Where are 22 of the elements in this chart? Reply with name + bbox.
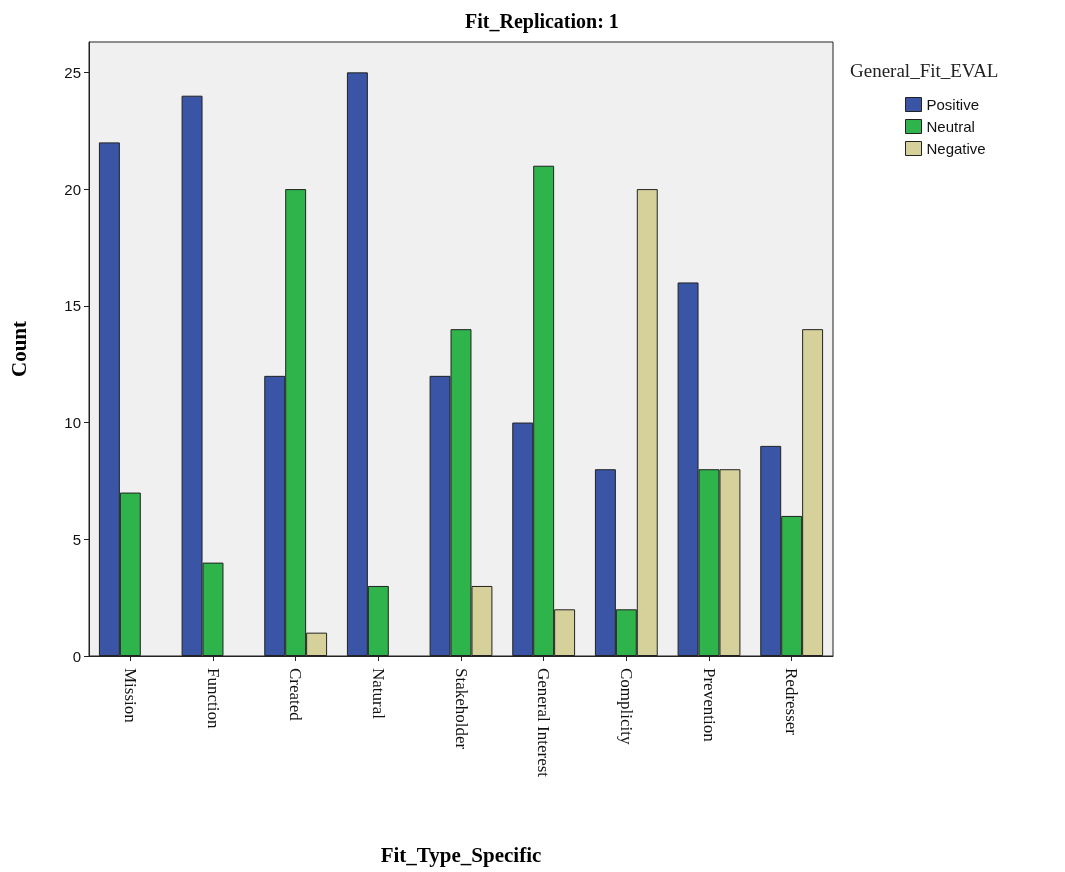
x-tick-label: Mission [120,668,140,724]
y-tick-label: 5 [72,530,81,548]
y-tick-label: 10 [64,414,81,432]
legend-label: Negative [926,140,986,157]
x-tick-label: Prevention [699,668,719,743]
legend-label: Positive [926,96,980,113]
x-tick-label: Created [286,668,306,722]
x-tick-label: Natural [368,668,388,720]
y-tick-label: 20 [64,180,81,198]
y-tick-label: 25 [64,63,81,81]
y-axis-title: Count [6,320,31,378]
y-tick-label: 15 [64,297,81,315]
x-tick-label: General Interest [534,668,554,778]
legend-label: Neutral [926,118,975,135]
x-tick-label: Redresser [782,668,802,736]
legend-title: General_Fit_EVAL [850,60,999,81]
x-axis-title: Fit_Type_Specific [380,842,542,867]
y-tick-label: 0 [72,647,81,665]
x-tick-label: Stakeholder [451,668,471,750]
chart-title: Fit_Replication: 1 [465,10,619,33]
x-tick-label: Complicity [616,668,636,745]
x-tick-label: Function [203,668,223,729]
